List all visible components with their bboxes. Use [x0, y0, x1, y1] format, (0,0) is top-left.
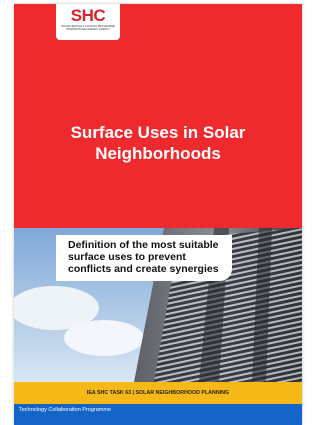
subtitle: Definition of the most suitable surface … [56, 235, 232, 281]
logo-line: INTERNATIONAL ENERGY AGENCY [56, 28, 120, 31]
task-label: IEA SHC TASK 63 | SOLAR NEIGHBORHOOD PLA… [87, 390, 229, 396]
cover: SHC SOLAR HEATING & COOLING PROGRAMME IN… [14, 4, 302, 425]
red-panel: SHC SOLAR HEATING & COOLING PROGRAMME IN… [14, 4, 302, 228]
programme-label: Technology Collaboration Programme [19, 407, 111, 413]
page: SHC SOLAR HEATING & COOLING PROGRAMME IN… [0, 0, 317, 425]
task-band: IEA SHC TASK 63 | SOLAR NEIGHBORHOOD PLA… [14, 382, 302, 404]
title: Surface Uses in Solar Neighborhoods [24, 122, 292, 164]
logo-name: SHC [56, 7, 120, 25]
logo: SHC SOLAR HEATING & COOLING PROGRAMME IN… [56, 4, 120, 40]
programme-band: Technology Collaboration Programme [14, 404, 302, 425]
